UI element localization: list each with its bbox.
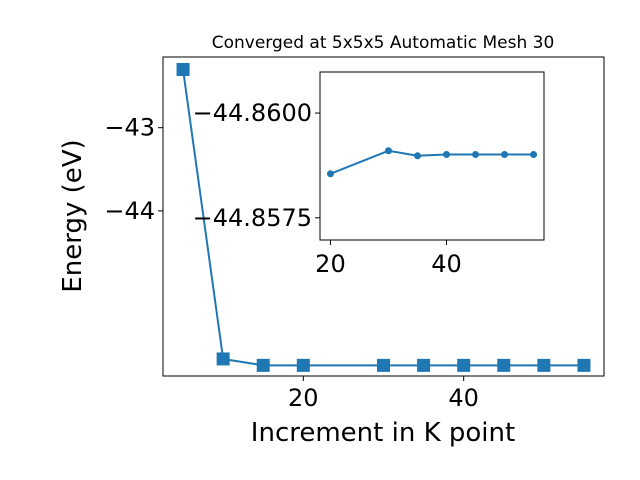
chart-title: Converged at 5x5x5 Automatic Mesh 30 [212,33,555,53]
y-axis-label: Energy (eV) [58,139,88,292]
inset-y-tick-label: −44.8575 [193,204,312,232]
inset-x-tick-label: 40 [431,250,462,278]
main-data-point [296,358,310,372]
main-axes: 20 40 −43 −44 [104,56,605,412]
inset-data-point [326,170,334,178]
main-data-point [417,358,431,372]
inset-data-point [384,147,392,155]
main-series-line [182,69,584,367]
main-data-point [377,358,390,372]
inset-y-tick-label: −44.8600 [193,99,312,127]
main-plot-area [176,62,591,372]
inset-data-point [413,152,421,160]
main-x-tick-label: 20 [288,384,319,412]
inset-axes: 20 40 −44.8600 −44.8575 [193,71,545,278]
inset-data-point [501,151,509,159]
inset-data-point [530,151,538,159]
inset-plot-area [320,72,544,240]
inset-x-tick-label: 20 [315,250,346,278]
x-axis-label: Increment in K point [251,418,515,448]
main-data-point [497,358,511,372]
main-data-point [256,358,270,372]
main-data-point [216,352,230,366]
main-data-point [457,358,471,372]
main-y-tick-label: −43 [104,114,155,142]
main-data-point [577,358,591,372]
main-frame [162,56,605,377]
main-data-point [176,62,190,76]
inset-frame [319,71,545,241]
main-data-point [537,358,551,372]
main-x-tick-label: 40 [448,384,479,412]
inset-data-point [443,151,451,159]
inset-data-point [472,151,480,159]
main-y-tick-label: −44 [104,197,155,225]
